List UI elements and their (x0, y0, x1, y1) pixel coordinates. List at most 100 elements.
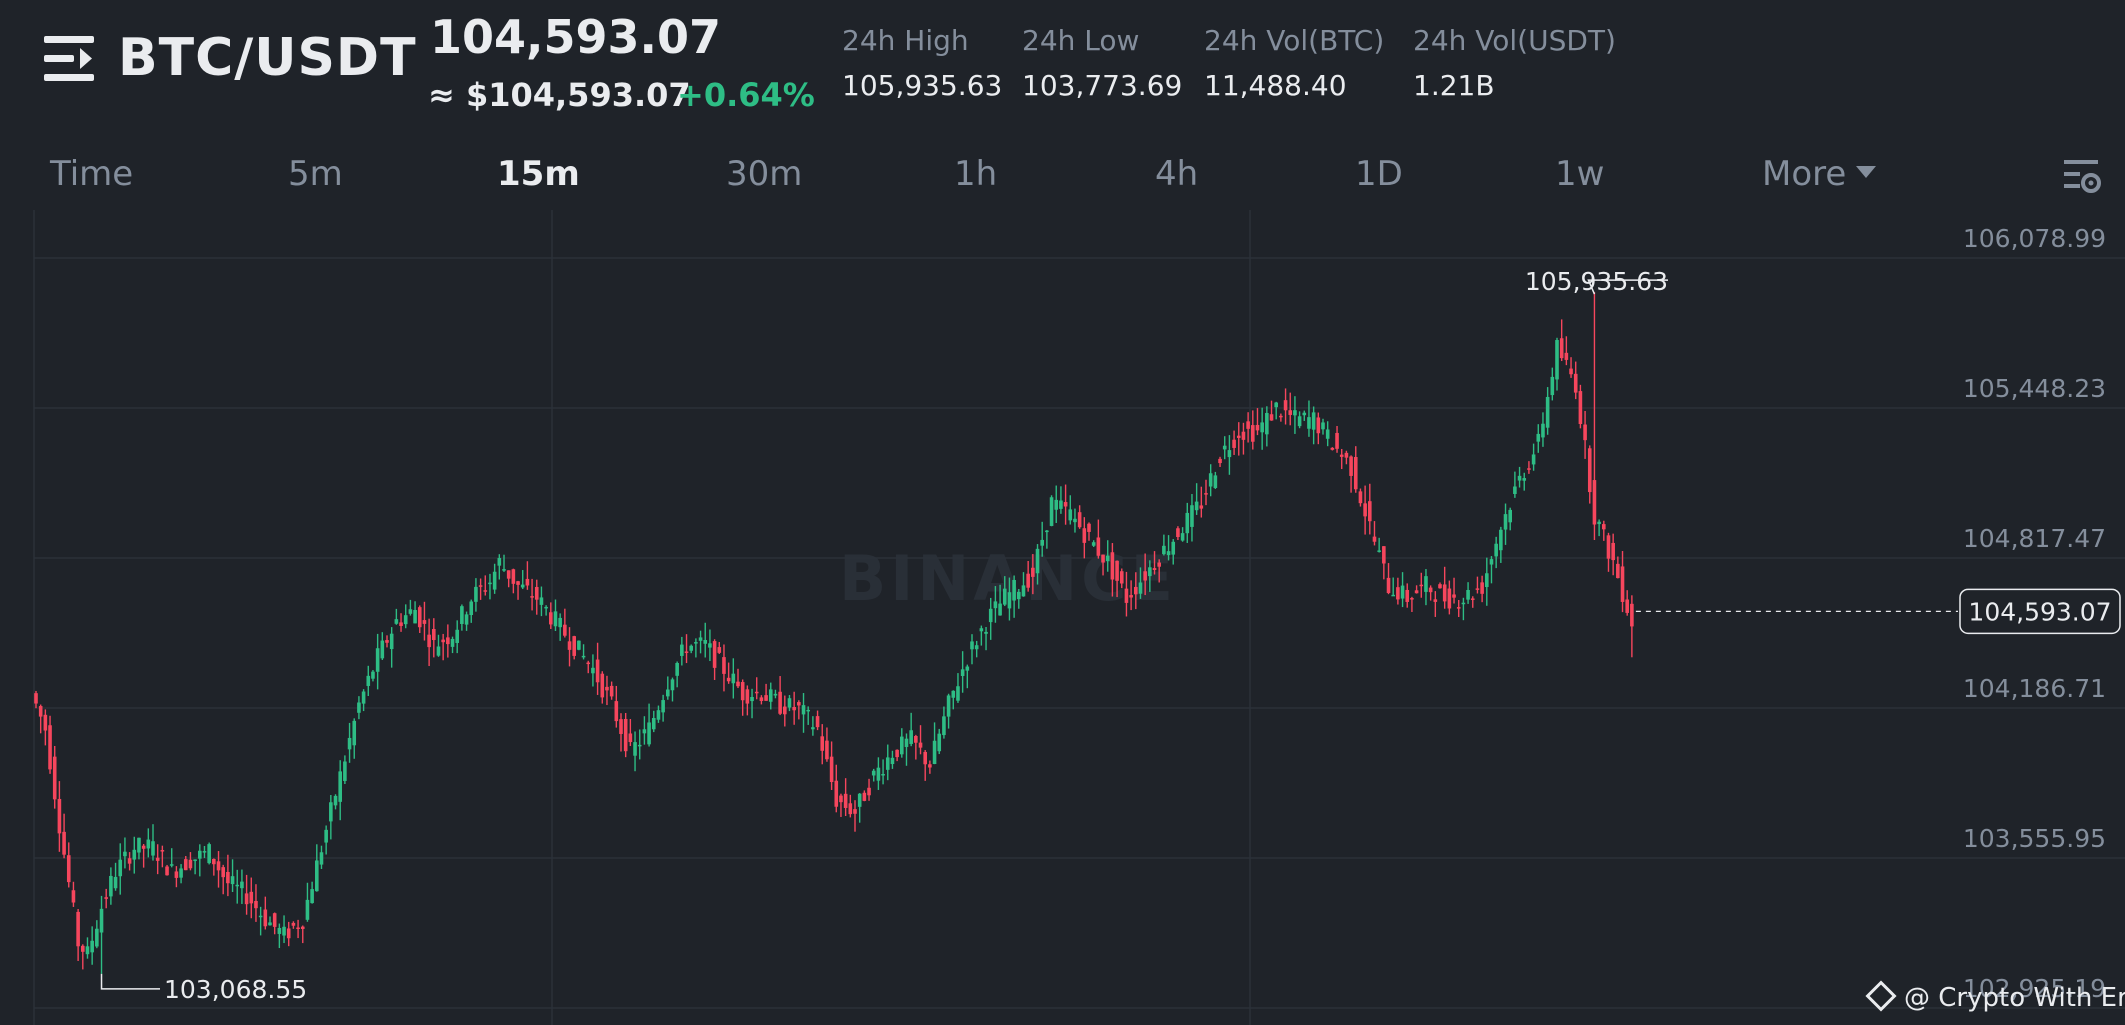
tab-more[interactable]: More (1762, 154, 1877, 194)
candle (549, 602, 553, 629)
candle-body (446, 637, 450, 645)
candle (553, 599, 558, 632)
candle (1372, 521, 1377, 546)
candle-body (956, 686, 960, 701)
candle-body (165, 866, 169, 876)
candle-body (619, 719, 623, 734)
candle-body (123, 851, 127, 857)
tab-1w[interactable]: 1w (1555, 154, 1605, 194)
candle-body (71, 890, 76, 903)
tab-4h[interactable]: 4h (1155, 154, 1199, 194)
candle-body (581, 655, 586, 658)
candle (670, 677, 675, 702)
candle-body (600, 673, 605, 698)
candle-body (890, 757, 895, 765)
candle-body (460, 606, 464, 624)
tab-15m[interactable]: 15m (497, 154, 580, 194)
candle (432, 618, 436, 658)
candle (998, 584, 1002, 616)
candle (1559, 319, 1564, 362)
candle (586, 660, 591, 674)
candle-body (1115, 560, 1119, 581)
candle (1335, 425, 1339, 453)
tab-1d[interactable]: 1D (1355, 154, 1403, 194)
candle (530, 578, 534, 611)
candle (1143, 553, 1147, 596)
candle-body (1045, 530, 1049, 533)
candle-body (1597, 521, 1601, 525)
candle-body (240, 881, 244, 889)
candle-body (230, 876, 235, 885)
candle (1503, 503, 1508, 545)
candle-body (109, 875, 113, 897)
candle (731, 658, 736, 699)
candle-body (806, 709, 810, 712)
trading-pair-title[interactable]: BTC/USDT (118, 28, 417, 88)
candle (970, 634, 974, 665)
candle-body (1162, 545, 1166, 555)
candle (857, 793, 862, 823)
candle (455, 620, 459, 654)
tab-5m[interactable]: 5m (288, 154, 343, 194)
candle (1246, 412, 1250, 443)
tab-time[interactable]: Time (50, 154, 134, 194)
candle (1541, 412, 1545, 447)
candle (488, 573, 492, 600)
candle-body (455, 629, 459, 643)
candle (146, 828, 151, 858)
candle (263, 896, 268, 930)
candle-body (759, 697, 764, 702)
candle (286, 921, 291, 947)
candle (1101, 554, 1105, 576)
candlestick-chart[interactable]: BINANCE 106,078.99105,448.23104,817.4710… (0, 210, 2125, 1025)
candle-body (1363, 503, 1367, 517)
candle-body (1265, 412, 1269, 435)
candle-body (1489, 559, 1494, 565)
candle (403, 604, 408, 629)
candle-body (773, 693, 778, 696)
candle-body (811, 727, 815, 730)
candle-body (422, 620, 427, 624)
candle-body (52, 756, 57, 800)
candle (436, 634, 441, 657)
candle-body (511, 569, 516, 584)
candle (1152, 551, 1157, 575)
candle-body (1424, 576, 1428, 592)
candle (609, 681, 614, 700)
tab-1h[interactable]: 1h (954, 154, 998, 194)
candle-body (394, 619, 399, 624)
candle-body (375, 648, 380, 672)
candle-body (815, 716, 820, 728)
candle (254, 884, 258, 922)
approx-usd-price: ≈ $104,593.07 (428, 76, 691, 114)
candle-body (876, 767, 881, 781)
candle-body (432, 629, 436, 641)
candle (235, 869, 240, 904)
candle (1625, 590, 1629, 616)
candle-body (76, 911, 80, 947)
candle (1569, 357, 1573, 378)
price-change-percent: +0.64% (677, 76, 815, 114)
candle-body (1564, 352, 1569, 360)
candle-body (48, 725, 52, 770)
candle (1017, 588, 1021, 609)
candle-body (408, 609, 413, 614)
candle (825, 727, 829, 762)
candle-body (661, 700, 665, 713)
candle (1386, 563, 1391, 595)
candle (450, 636, 455, 654)
candle-body (357, 702, 361, 713)
tab-30m[interactable]: 30m (726, 154, 803, 194)
candle-body (1419, 584, 1424, 587)
candle (329, 794, 333, 840)
candle-body (286, 928, 291, 939)
candle (1611, 533, 1615, 576)
candle (1059, 486, 1063, 514)
chart-settings-icon[interactable] (2062, 156, 2102, 196)
candle (216, 851, 221, 888)
menu-arrow-icon[interactable] (44, 34, 96, 84)
candle (1438, 582, 1442, 589)
candle (1255, 408, 1260, 436)
candle (1077, 505, 1082, 529)
candle (726, 662, 731, 684)
